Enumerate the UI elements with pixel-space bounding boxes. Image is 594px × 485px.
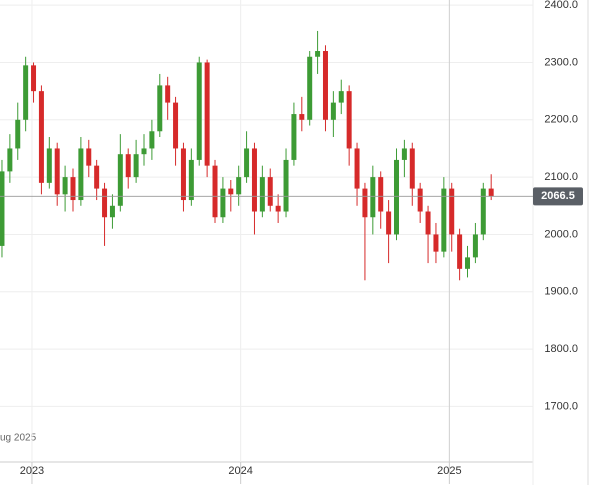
x-tick-label: 2024: [228, 465, 252, 477]
candle-body: [322, 51, 328, 120]
candle-body: [157, 85, 163, 132]
candle-body: [70, 177, 76, 201]
candle-body: [401, 148, 407, 160]
candle-body: [480, 188, 486, 235]
candle-body: [433, 234, 439, 252]
candle-body: [386, 211, 392, 235]
candle-body: [472, 234, 478, 258]
candle-body: [338, 91, 344, 103]
candle-body: [346, 91, 352, 149]
candle-body: [149, 131, 155, 149]
candle-body: [78, 148, 84, 201]
candle-body: [212, 165, 218, 218]
candle-body: [180, 148, 186, 201]
candle-body: [291, 114, 297, 160]
candle-body: [409, 148, 415, 189]
candle-body: [244, 148, 250, 178]
candle-body: [54, 148, 60, 195]
candle-body: [299, 114, 305, 120]
candle-body: [23, 65, 29, 120]
candle-body: [417, 188, 423, 212]
y-tick-label: 1800.0: [544, 343, 578, 355]
y-tick-label: 2000.0: [544, 228, 578, 240]
candle-body: [125, 154, 131, 178]
y-tick-label: 2100.0: [544, 171, 578, 183]
candle-body: [488, 188, 494, 197]
x-tick-label: 2023: [20, 465, 44, 477]
candle-body: [441, 188, 447, 252]
candle-body: [141, 148, 147, 155]
candle-body: [133, 154, 139, 178]
candle-body: [188, 159, 194, 201]
candle-body: [449, 188, 455, 235]
candle-body: [220, 188, 226, 218]
candle-body: [109, 205, 115, 218]
candle-body: [354, 148, 360, 189]
candle-body: [362, 188, 368, 218]
y-tick-label: 2200.0: [544, 114, 578, 126]
candle-body: [196, 62, 202, 160]
candle-body: [0, 171, 5, 246]
candle-body: [46, 148, 52, 183]
annotation: ug 2025: [0, 433, 37, 444]
candle-body: [378, 177, 384, 212]
candle-body: [370, 177, 376, 218]
candle-body: [117, 154, 123, 206]
y-tick-label: 1700.0: [544, 400, 578, 412]
candle-body: [94, 165, 100, 189]
candle-body: [7, 148, 13, 172]
candle-body: [457, 234, 463, 269]
candle-body: [330, 102, 336, 120]
candle-body: [173, 102, 179, 149]
candle-body: [425, 211, 431, 235]
y-tick-label: 2400.0: [544, 0, 578, 11]
candle-body: [102, 188, 108, 218]
candle-body: [267, 177, 273, 206]
candle-body: [251, 148, 257, 212]
y-tick-label: 2300.0: [544, 56, 578, 68]
candle-body: [15, 119, 21, 149]
candle-body: [236, 177, 242, 195]
candle-body: [259, 177, 265, 212]
candle-body: [307, 56, 313, 120]
candle-body: [283, 159, 289, 212]
last-price-box: [533, 187, 583, 206]
y-tick-label: 1900.0: [544, 286, 578, 298]
candle-body: [165, 85, 171, 103]
candle-body: [465, 257, 471, 269]
last-price-label: 2066.5: [541, 190, 575, 202]
candle-body: [86, 148, 92, 166]
candle-body: [275, 205, 281, 212]
x-tick-label: 2025: [437, 465, 461, 477]
candle-body: [62, 177, 68, 195]
candle-body: [228, 188, 234, 195]
candle-body: [315, 51, 321, 57]
candle-body: [393, 159, 399, 235]
candle-body: [31, 65, 37, 92]
candle-body: [38, 91, 44, 183]
candle-body: [204, 62, 210, 166]
